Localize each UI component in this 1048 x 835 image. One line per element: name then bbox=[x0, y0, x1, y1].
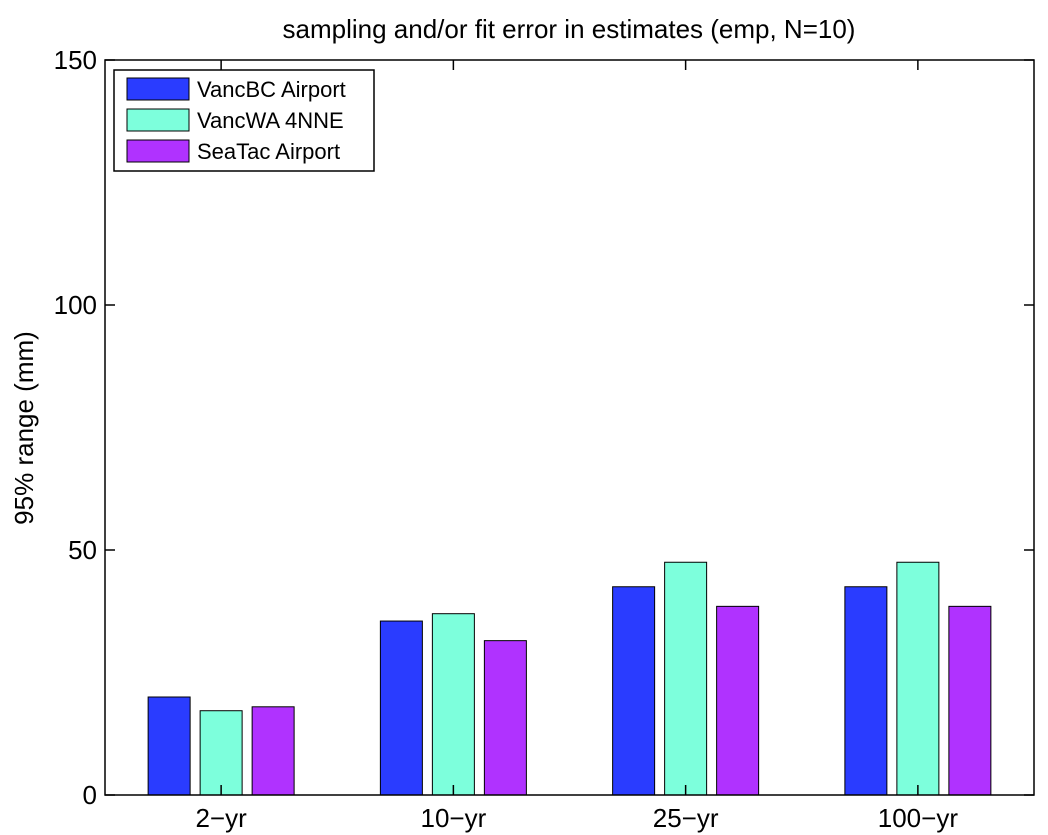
legend-swatch bbox=[126, 139, 190, 163]
x-tick-label: 2−yr bbox=[195, 803, 247, 833]
bar-vancbc-airport-1 bbox=[379, 620, 423, 796]
legend-swatch bbox=[126, 108, 190, 132]
x-tick-label: 25−yr bbox=[653, 803, 719, 833]
legend-swatch bbox=[126, 77, 190, 101]
bar-vancwa-4nne-3 bbox=[896, 561, 940, 796]
legend: VancBC Airport VancWA 4NNE SeaTac Airport bbox=[113, 69, 375, 172]
plot-area: 0 50 100 150 2−yr 10−yr 25−yr 100−yr VancBC Airp… bbox=[54, 45, 1035, 833]
y-axis-label: 95% range (mm) bbox=[9, 331, 39, 525]
bar-vancwa-4nne-0 bbox=[199, 710, 243, 796]
bar-vancwa-4nne-1 bbox=[431, 613, 475, 796]
y-tick-label: 0 bbox=[83, 780, 97, 810]
x-tick-label: 10−yr bbox=[420, 803, 486, 833]
axes-box bbox=[104, 59, 1035, 796]
bar-vancwa-4nne-2 bbox=[664, 561, 708, 796]
bar-seatac-airport-2 bbox=[716, 605, 760, 796]
bar-seatac-airport-1 bbox=[483, 640, 527, 796]
bar-seatac-airport-3 bbox=[948, 605, 992, 796]
y-tick-label: 100 bbox=[54, 290, 97, 320]
bar-vancbc-airport-2 bbox=[612, 586, 656, 796]
bar-vancbc-airport-3 bbox=[844, 586, 888, 796]
bar-vancbc-airport-0 bbox=[147, 696, 191, 796]
bar-seatac-airport-0 bbox=[251, 706, 295, 796]
legend-label: VancBC Airport bbox=[197, 77, 346, 102]
x-tick-label: 100−yr bbox=[878, 803, 959, 833]
y-tick-label: 150 bbox=[54, 45, 97, 75]
legend-label: VancWA 4NNE bbox=[197, 108, 344, 133]
chart-title: sampling and/or fit error in estimates (… bbox=[283, 14, 856, 44]
y-tick-label: 50 bbox=[68, 535, 97, 565]
legend-label: SeaTac Airport bbox=[197, 139, 340, 164]
